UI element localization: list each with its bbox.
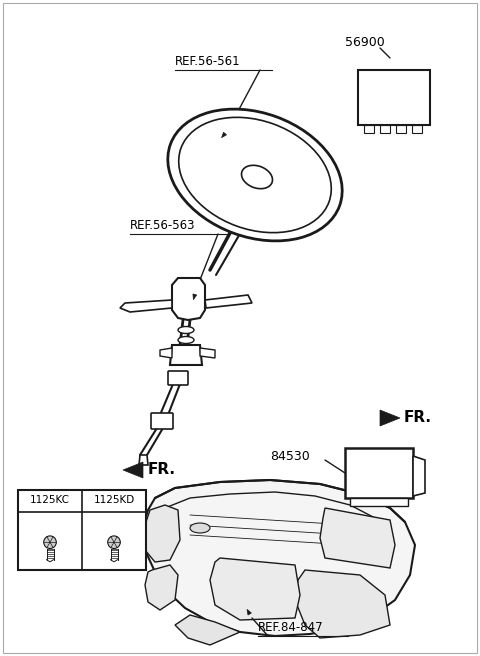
FancyBboxPatch shape (358, 70, 430, 125)
Polygon shape (145, 565, 178, 610)
Polygon shape (295, 570, 390, 638)
Polygon shape (170, 345, 202, 365)
Bar (412, 125, 422, 133)
Polygon shape (247, 609, 252, 615)
Polygon shape (123, 462, 143, 478)
Circle shape (108, 536, 120, 548)
Bar (380, 125, 390, 133)
Polygon shape (139, 455, 148, 465)
Polygon shape (320, 508, 395, 568)
Bar (364, 125, 374, 133)
Polygon shape (350, 498, 408, 506)
Ellipse shape (178, 337, 194, 344)
Polygon shape (413, 456, 425, 496)
Polygon shape (145, 505, 180, 562)
Ellipse shape (168, 109, 342, 241)
Polygon shape (222, 133, 227, 138)
Text: 1125KC: 1125KC (30, 495, 70, 505)
FancyBboxPatch shape (345, 448, 413, 498)
Polygon shape (205, 295, 252, 308)
Ellipse shape (190, 523, 210, 533)
Text: 1125KD: 1125KD (94, 495, 134, 505)
Polygon shape (175, 615, 240, 645)
Polygon shape (380, 410, 400, 426)
Text: 56900: 56900 (345, 35, 385, 49)
FancyBboxPatch shape (151, 413, 173, 429)
Text: REF.56-563: REF.56-563 (130, 219, 195, 232)
Text: 84530: 84530 (270, 449, 310, 462)
Polygon shape (210, 558, 300, 620)
Ellipse shape (241, 165, 273, 189)
Polygon shape (193, 294, 197, 300)
Text: REF.56-561: REF.56-561 (175, 55, 240, 68)
Ellipse shape (179, 117, 331, 233)
Text: FR.: FR. (148, 462, 176, 478)
Text: FR.: FR. (404, 411, 432, 426)
Polygon shape (172, 278, 205, 320)
Polygon shape (142, 480, 415, 636)
Bar (396, 125, 406, 133)
FancyBboxPatch shape (168, 371, 188, 385)
Text: REF.84-847: REF.84-847 (258, 621, 324, 634)
Ellipse shape (178, 327, 194, 333)
Polygon shape (200, 348, 215, 358)
Bar (18, 490, 146, 570)
Polygon shape (120, 300, 172, 312)
Circle shape (44, 536, 56, 548)
Polygon shape (160, 348, 172, 358)
